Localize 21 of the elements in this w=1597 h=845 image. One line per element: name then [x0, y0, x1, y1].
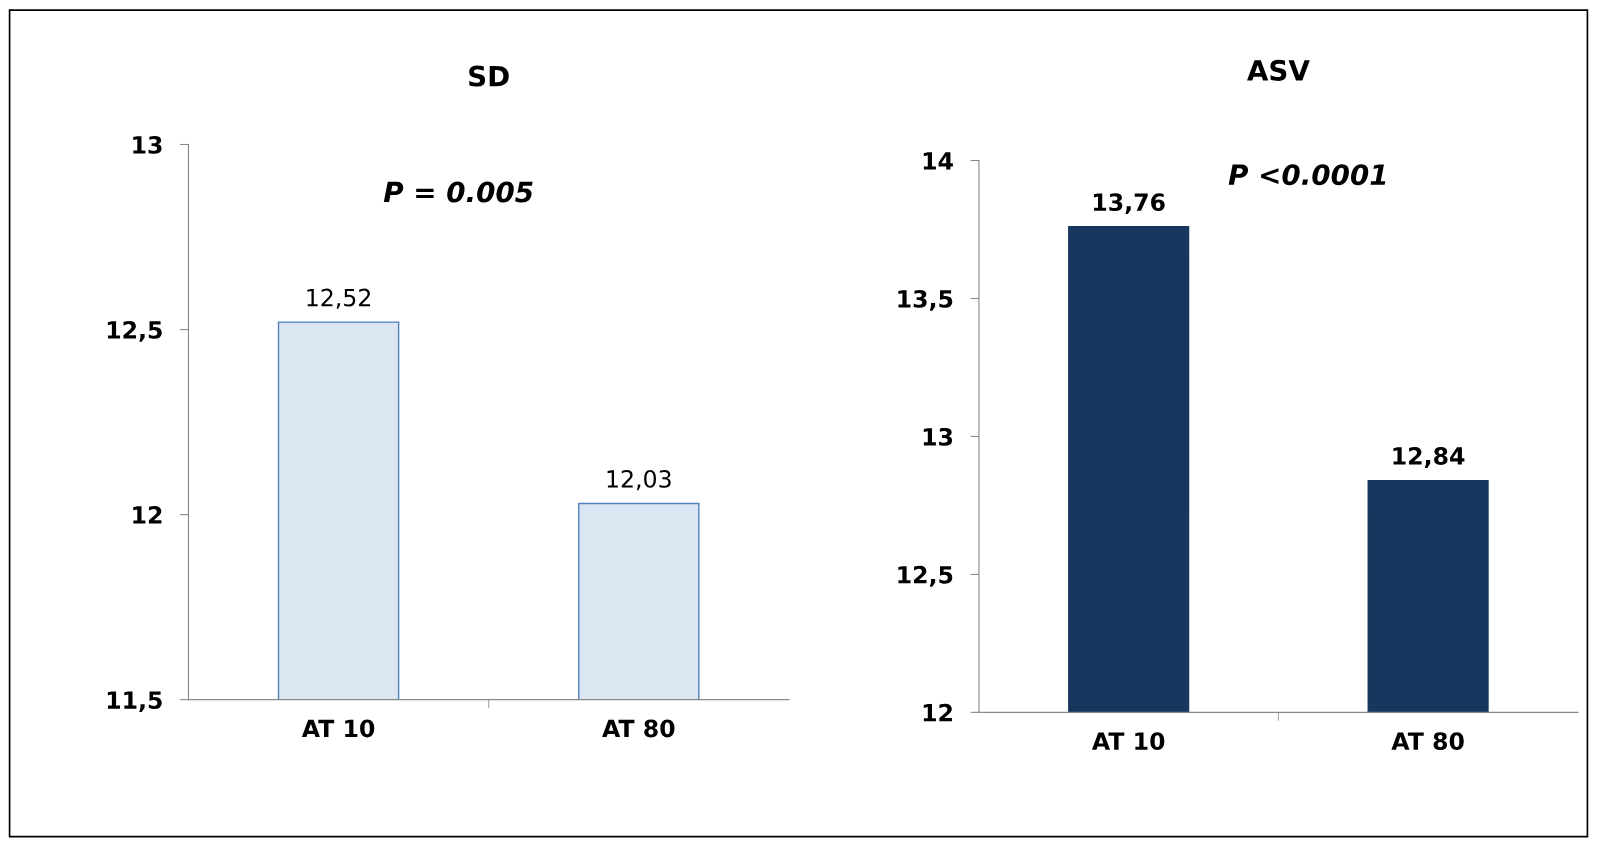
chart-title: SD	[469, 65, 509, 87]
data-label: 12,84	[1393, 447, 1465, 468]
y-tick-label: 14	[923, 152, 953, 170]
y-tick-label: 12	[133, 506, 162, 524]
x-tick-label: AT 80	[1391, 732, 1464, 751]
x-tick-label: AT 80	[602, 719, 675, 738]
data-label: 12,52	[307, 288, 370, 309]
y-tick-label: 13,5	[898, 289, 953, 311]
y-tick-label: 12,5	[107, 321, 162, 342]
y-tick-label: 13	[923, 427, 953, 446]
data-label: 12,03	[607, 469, 671, 491]
data-label: 13,76	[1094, 193, 1165, 215]
annotation: P = 0.005	[383, 181, 533, 203]
y-tick-label: 12,5	[898, 565, 953, 587]
y-tick-label: 13	[133, 135, 162, 154]
x-tick-label: AT 10	[1091, 732, 1165, 751]
annotation: P <0.0001	[1228, 164, 1386, 186]
y-tick-label: 12	[923, 703, 952, 722]
x-tick-label: AT 10	[301, 719, 375, 738]
y-tick-label: 11,5	[107, 691, 162, 712]
chart-title: ASV	[1247, 59, 1310, 81]
